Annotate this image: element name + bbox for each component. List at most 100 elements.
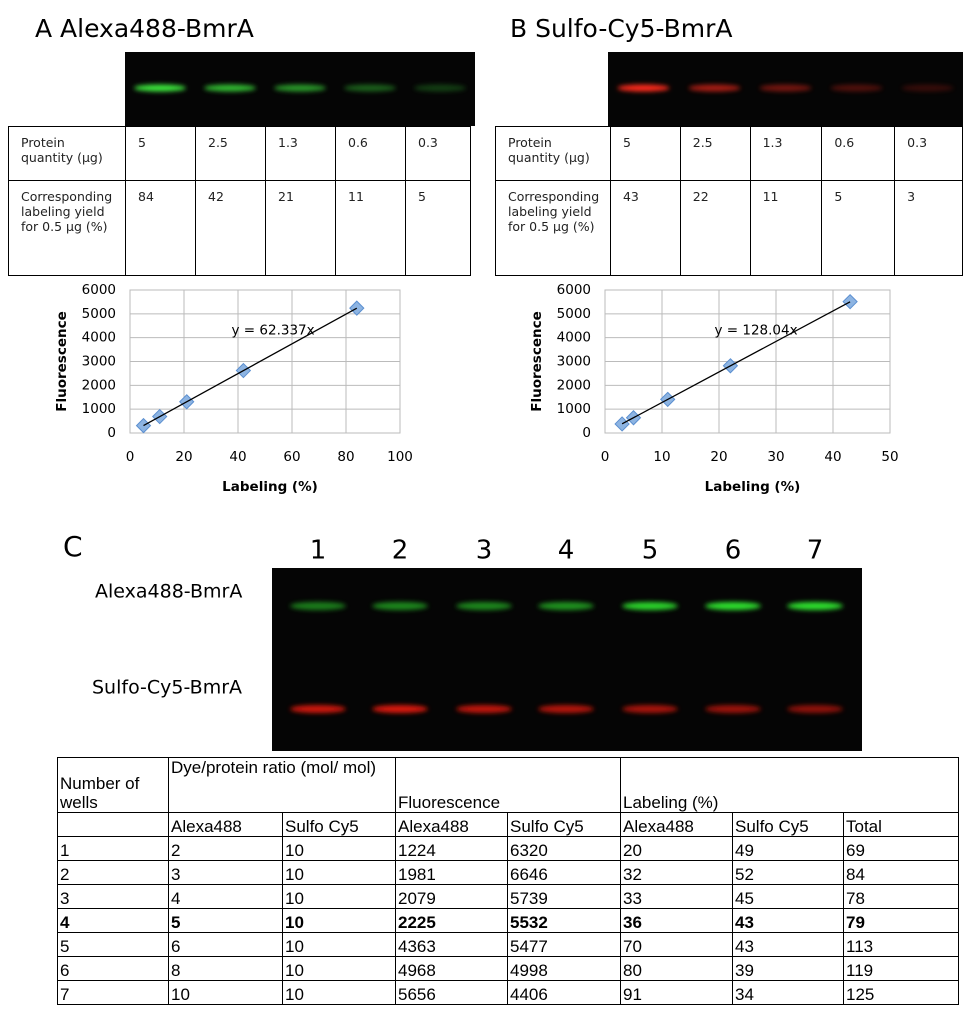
y-tick-label: 4000 (82, 330, 116, 346)
lane-number: 7 (807, 536, 824, 566)
y-tick-label: 0 (582, 425, 591, 441)
table-cell: 5 (405, 180, 471, 276)
table-cell: 4 (57, 908, 169, 933)
table-cell: 3 (894, 180, 963, 276)
lane-number: 2 (392, 536, 409, 566)
gel-band (538, 705, 594, 713)
gel-row-label: Sulfo-Cy5-BmrA (92, 677, 242, 699)
table-cell: 0.6 (335, 126, 406, 181)
subheader-cell: Alexa488 (395, 812, 508, 837)
row-header: Protein quantity (µg) (495, 126, 611, 181)
table-cell: 22 (679, 180, 751, 276)
gel-band (901, 84, 954, 92)
y-tick-label: 1000 (82, 401, 116, 417)
lane-number: 6 (725, 536, 742, 566)
table-cell: 4363 (395, 932, 508, 957)
table-cell: 33 (620, 884, 733, 909)
table-row: 1 2 10 1224 6320 20 49 69 (57, 836, 959, 861)
table-cell: 5477 (507, 932, 621, 957)
y-tick-label: 5000 (82, 306, 116, 322)
y-tick-label: 5000 (557, 306, 591, 322)
table-cell: 1224 (395, 836, 508, 861)
table-cell: 43 (609, 180, 681, 276)
table-cell: 43 (732, 908, 844, 933)
gel-row-label: Alexa488-BmrA (95, 581, 242, 603)
trendline-equation: y = 128.04x (714, 323, 797, 339)
table-cell: 42 (195, 180, 266, 276)
row-header: Corresponding labeling yield for 0.5 µg … (8, 180, 126, 276)
gel-band (344, 84, 396, 92)
table-cell: 5739 (507, 884, 621, 909)
table-cell: 2 (57, 860, 169, 885)
table-cell: 4968 (395, 956, 508, 981)
gel-band (787, 705, 843, 713)
table-cell: 6 (168, 932, 283, 957)
table-cell: 2079 (395, 884, 508, 909)
table-cell: 0.6 (821, 126, 896, 181)
gel-image (272, 568, 862, 751)
table-cell: 119 (843, 956, 959, 981)
x-tick-label: 20 (175, 449, 192, 465)
y-tick-label: 6000 (557, 282, 591, 298)
table-cell: 5 (125, 126, 196, 181)
gel-band (617, 84, 670, 92)
gel-band (274, 84, 326, 92)
lane-number: 1 (310, 536, 327, 566)
table-cell: 6646 (507, 860, 621, 885)
gel-band (830, 84, 883, 92)
table-cell: 2225 (395, 908, 508, 933)
subheader-cell: Alexa488 (620, 812, 733, 837)
x-tick-label: 30 (767, 449, 784, 465)
table-cell: 10 (282, 860, 396, 885)
table-cell: 4 (168, 884, 283, 909)
gel-band (705, 705, 761, 713)
y-tick-label: 2000 (82, 377, 116, 393)
table-cell: 10 (282, 956, 396, 981)
trendline (621, 301, 851, 425)
x-tick-label: 100 (387, 449, 413, 465)
gel-band (414, 84, 466, 92)
table-cell: 69 (843, 836, 959, 861)
table-row: 5 6 10 4363 5477 70 43 113 (57, 932, 959, 957)
gel-band (622, 602, 678, 610)
gel-band (787, 602, 843, 610)
table-cell: 11 (749, 180, 823, 276)
gel-band (290, 705, 346, 713)
table-cell: 3 (57, 884, 169, 909)
data-table: Protein quantity (µg) 5 2.5 1.3 0.6 0.3 Corres… (495, 126, 963, 276)
table-cell: 8 (168, 956, 283, 981)
table-cell: 4998 (507, 956, 621, 981)
table-cell: 5 (821, 180, 896, 276)
table-cell: 34 (732, 980, 844, 1005)
subheader-cell: Alexa488 (168, 812, 283, 837)
table-cell: 5 (57, 932, 169, 957)
table-cell: 91 (620, 980, 733, 1005)
x-tick-label: 40 (229, 449, 246, 465)
table-cell: 2.5 (195, 126, 266, 181)
table-cell: 11 (335, 180, 406, 276)
gel-band (372, 602, 428, 610)
table-cell: 5 (168, 908, 283, 933)
table-cell: 1981 (395, 860, 508, 885)
subheader-cell: Sulfo Cy5 (507, 812, 621, 837)
subheader-row: Alexa488 Sulfo Cy5 Alexa488 Sulfo Cy5 Alexa4… (57, 812, 959, 837)
panel-title: A Alexa488-BmrA (35, 14, 254, 43)
table-cell: 4406 (507, 980, 621, 1005)
table-row: 2 3 10 1981 6646 32 52 84 (57, 860, 959, 885)
table-cell: 52 (732, 860, 844, 885)
y-tick-label: 3000 (557, 354, 591, 370)
y-tick-label: 4000 (557, 330, 591, 346)
header-row: Number of wells Dye/protein ratio (mol/ m… (57, 757, 959, 813)
table-row: 4 5 10 2225 5532 36 43 79 (57, 908, 959, 933)
table-row: 7 10 10 5656 4406 91 34 125 (57, 980, 959, 1005)
table-cell: 36 (620, 908, 733, 933)
gel-band (204, 84, 256, 92)
y-axis-label: Fluorescence (54, 311, 70, 412)
x-tick-label: 40 (824, 449, 841, 465)
table-cell: 2.5 (679, 126, 751, 181)
row-header: Corresponding labeling yield for 0.5 µg … (495, 180, 611, 276)
data-table: Protein quantity (µg) 5 2.5 1.3 0.6 0.3 Corres… (8, 126, 471, 276)
table-cell: 1.3 (265, 126, 336, 181)
